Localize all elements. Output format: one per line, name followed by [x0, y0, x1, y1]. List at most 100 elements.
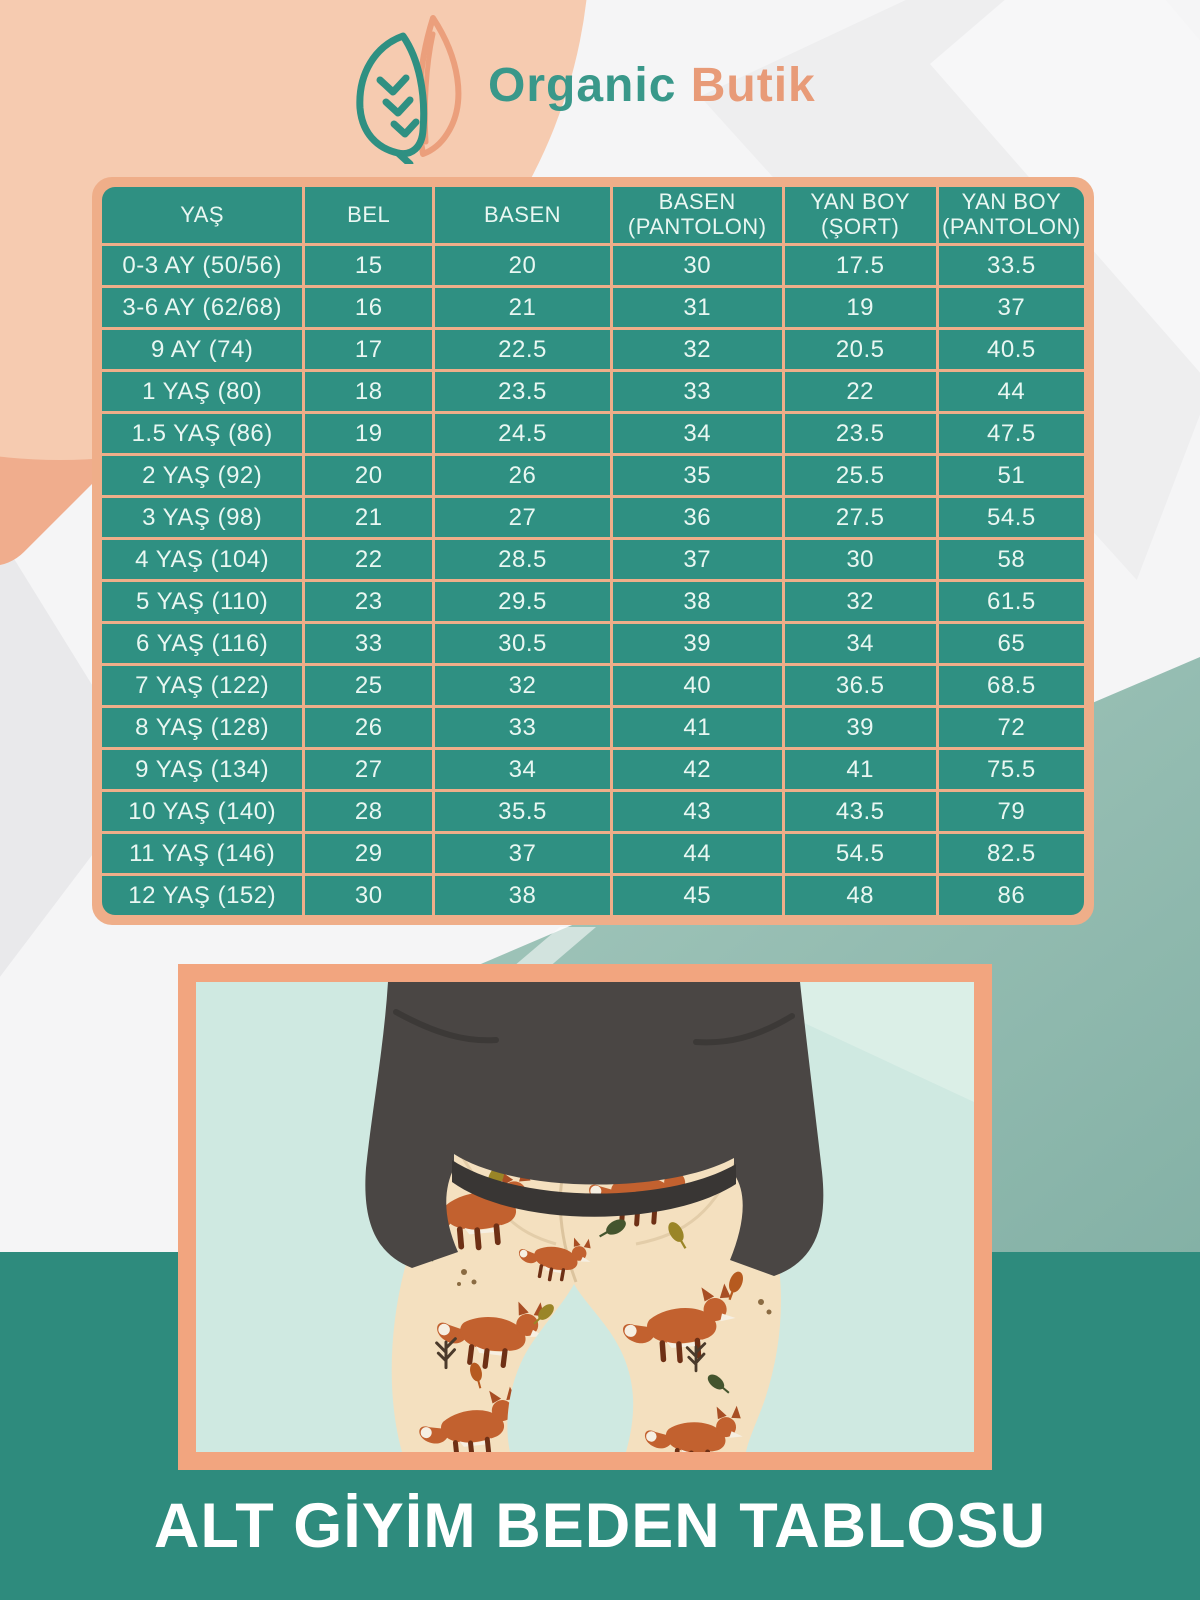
size-table-cell: 3 YAŞ (98)	[102, 498, 303, 537]
size-table-cell: 38	[435, 876, 610, 915]
size-table-row: 9 AY (74) 17 22.5 32 20.5 40.5	[102, 330, 1084, 369]
size-table-cell: 37	[612, 540, 782, 579]
size-table-cell: 48	[784, 876, 936, 915]
size-table-cell: 19	[305, 414, 433, 453]
size-table-row: 7 YAŞ (122) 25 32 40 36.5 68.5	[102, 666, 1084, 705]
size-table-row: 12 YAŞ (152) 30 38 45 48 86	[102, 876, 1084, 915]
size-table-cell: 26	[305, 708, 433, 747]
size-table-cell: 27	[435, 498, 610, 537]
product-photo-frame	[178, 964, 992, 1470]
brand-name: Organic Butik	[488, 58, 816, 113]
size-table-cell: 54.5	[784, 834, 936, 873]
size-table-cell: 34	[612, 414, 782, 453]
size-table-header-cell: YAŞ	[102, 187, 303, 243]
size-table-cell: 82.5	[938, 834, 1084, 873]
size-table-cell: 29.5	[435, 582, 610, 621]
size-table-cell: 22	[784, 372, 936, 411]
size-table-row: 5 YAŞ (110) 23 29.5 38 32 61.5	[102, 582, 1084, 621]
size-table-row: 8 YAŞ (128) 26 33 41 39 72	[102, 708, 1084, 747]
size-table-row: 1 YAŞ (80) 18 23.5 33 22 44	[102, 372, 1084, 411]
size-table-cell: 23	[305, 582, 433, 621]
size-table-cell: 29	[305, 834, 433, 873]
size-table-cell: 43.5	[784, 792, 936, 831]
size-table-header: YAŞ BEL BASEN BASEN (PANTOLON) YAN BOY (ŞORT…	[102, 187, 1084, 243]
size-table-cell: 40.5	[938, 330, 1084, 369]
size-table-cell: 24.5	[435, 414, 610, 453]
size-table-cell: 43	[612, 792, 782, 831]
size-table-cell: 1.5 YAŞ (86)	[102, 414, 303, 453]
size-table-cell: 44	[612, 834, 782, 873]
size-table-cell: 41	[612, 708, 782, 747]
size-table-cell: 33	[612, 372, 782, 411]
size-table-row: 0-3 AY (50/56) 15 20 30 17.5 33.5	[102, 246, 1084, 285]
size-table-row: 3 YAŞ (98) 21 27 36 27.5 54.5	[102, 498, 1084, 537]
size-table-cell: 22.5	[435, 330, 610, 369]
size-table-cell: 27	[305, 750, 433, 789]
size-table-cell: 20.5	[784, 330, 936, 369]
size-table-cell: 23.5	[435, 372, 610, 411]
leaf-icon	[356, 15, 462, 164]
size-table-cell: 68.5	[938, 666, 1084, 705]
size-table-cell: 32	[612, 330, 782, 369]
size-table-cell: 10 YAŞ (140)	[102, 792, 303, 831]
size-table-row: 9 YAŞ (134) 27 34 42 41 75.5	[102, 750, 1084, 789]
size-table-cell: 16	[305, 288, 433, 327]
size-table-cell: 7 YAŞ (122)	[102, 666, 303, 705]
size-table-cell: 34	[784, 624, 936, 663]
size-table-cell: 9 AY (74)	[102, 330, 303, 369]
size-table-cell: 18	[305, 372, 433, 411]
size-table-header-cell: YAN BOY (PANTOLON)	[938, 187, 1084, 243]
size-table-cell: 34	[435, 750, 610, 789]
size-table-cell: 25	[305, 666, 433, 705]
size-table-row: 6 YAŞ (116) 33 30.5 39 34 65	[102, 624, 1084, 663]
size-table-cell: 4 YAŞ (104)	[102, 540, 303, 579]
size-table-cell: 23.5	[784, 414, 936, 453]
size-table-cell: 8 YAŞ (128)	[102, 708, 303, 747]
size-table-row: 4 YAŞ (104) 22 28.5 37 30 58	[102, 540, 1084, 579]
size-table-row: 2 YAŞ (92) 20 26 35 25.5 51	[102, 456, 1084, 495]
size-table-cell: 28	[305, 792, 433, 831]
size-table-cell: 30.5	[435, 624, 610, 663]
size-table-row: 11 YAŞ (146) 29 37 44 54.5 82.5	[102, 834, 1084, 873]
size-table-cell: 11 YAŞ (146)	[102, 834, 303, 873]
size-table-header-cell: BEL	[305, 187, 433, 243]
size-table-header-row: YAŞ BEL BASEN BASEN (PANTOLON) YAN BOY (ŞORT…	[102, 187, 1084, 243]
size-table-cell: 61.5	[938, 582, 1084, 621]
size-table-cell: 20	[305, 456, 433, 495]
size-table-cell: 30	[784, 540, 936, 579]
size-table-cell: 39	[784, 708, 936, 747]
size-table-cell: 79	[938, 792, 1084, 831]
brand-name-primary: Organic	[488, 59, 677, 112]
size-table-cell: 17.5	[784, 246, 936, 285]
size-table: YAŞ BEL BASEN BASEN (PANTOLON) YAN BOY (ŞORT…	[92, 177, 1094, 925]
size-table-cell: 36	[612, 498, 782, 537]
size-table-cell: 5 YAŞ (110)	[102, 582, 303, 621]
size-table-cell: 51	[938, 456, 1084, 495]
size-table-cell: 0-3 AY (50/56)	[102, 246, 303, 285]
size-table-header-cell: BASEN (PANTOLON)	[612, 187, 782, 243]
size-table-cell: 19	[784, 288, 936, 327]
size-table-cell: 6 YAŞ (116)	[102, 624, 303, 663]
size-table-cell: 40	[612, 666, 782, 705]
size-table-cell: 32	[784, 582, 936, 621]
size-table-cell: 37	[435, 834, 610, 873]
size-table-cell: 65	[938, 624, 1084, 663]
size-table-header-cell: BASEN	[435, 187, 610, 243]
size-table-cell: 28.5	[435, 540, 610, 579]
model-photo-illustration	[196, 982, 974, 1452]
size-table-cell: 47.5	[938, 414, 1084, 453]
size-table-cell: 32	[435, 666, 610, 705]
size-table-cell: 2 YAŞ (92)	[102, 456, 303, 495]
size-table-cell: 27.5	[784, 498, 936, 537]
size-table-cell: 12 YAŞ (152)	[102, 876, 303, 915]
size-table-cell: 45	[612, 876, 782, 915]
size-table-cell: 35.5	[435, 792, 610, 831]
size-table-cell: 20	[435, 246, 610, 285]
size-table-cell: 21	[305, 498, 433, 537]
size-table-cell: 33	[305, 624, 433, 663]
size-table-cell: 42	[612, 750, 782, 789]
size-table-header-cell: YAN BOY (ŞORT)	[784, 187, 936, 243]
size-table-row: 1.5 YAŞ (86) 19 24.5 34 23.5 47.5	[102, 414, 1084, 453]
size-table-cell: 31	[612, 288, 782, 327]
